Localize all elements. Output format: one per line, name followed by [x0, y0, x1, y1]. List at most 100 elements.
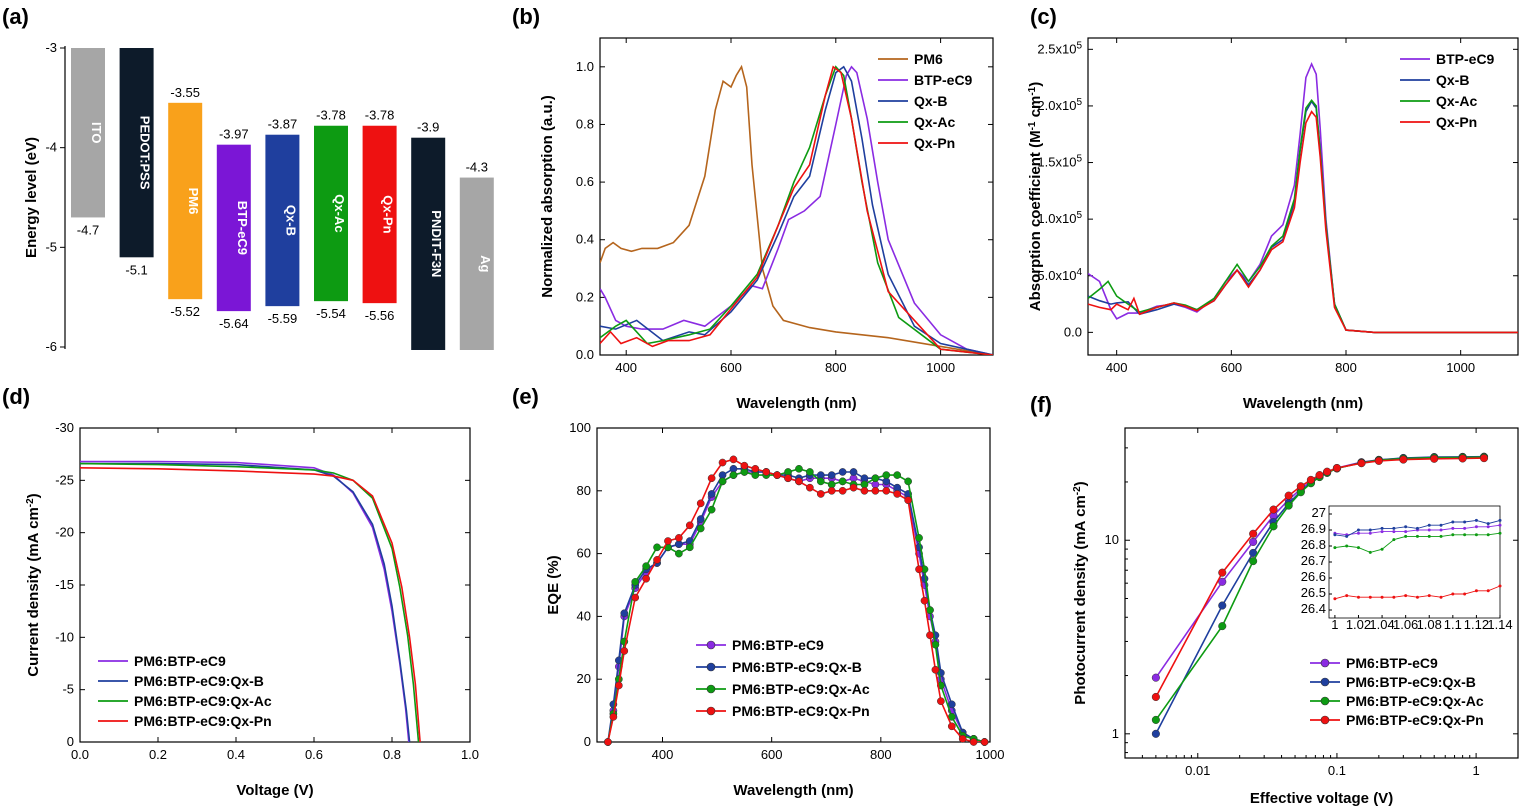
legend-label: Qx-Ac — [914, 114, 955, 130]
series-point — [664, 537, 672, 545]
x-axis-label: Wavelength (nm) — [733, 782, 853, 799]
x-tick-label: 600 — [1220, 360, 1242, 375]
x-axis-label: Voltage (V) — [236, 782, 313, 799]
y-axis-label-part: ) — [1027, 82, 1044, 87]
series-point — [696, 515, 705, 523]
series-point — [980, 738, 989, 746]
y-axis-label-part: -1 — [1027, 121, 1038, 130]
plot-frame — [596, 427, 991, 743]
inset-y-tick-label: 26.5 — [1301, 585, 1326, 600]
legend-marker — [1320, 715, 1330, 725]
inset-point — [1404, 525, 1408, 529]
energy-bottom-label: -5.64 — [219, 316, 249, 331]
x-tick-label: 1000 — [1446, 360, 1475, 375]
legend-label: BTP-eC9 — [1436, 51, 1495, 67]
inset-point — [1345, 594, 1349, 598]
x-tick-label: 0.01 — [1185, 763, 1210, 778]
y-axis-label-part: -2 — [1072, 486, 1083, 495]
y-tick-label: 1 — [1112, 726, 1119, 741]
energy-bar-label: PM6 — [186, 188, 201, 215]
series-line — [1088, 110, 1518, 334]
inset-point — [1486, 589, 1490, 593]
legend-label: PM6:BTP-eC9 — [1346, 655, 1438, 671]
series-point — [620, 609, 629, 618]
legend-label: PM6:BTP-eC9:Qx-Ac — [1346, 693, 1484, 709]
y-tick-label: 2.0x105 — [1037, 96, 1082, 113]
inset-point — [1356, 595, 1360, 599]
panel-label: (d) — [2, 384, 30, 409]
y-tick-label: 0.8 — [576, 116, 594, 131]
y-tick-label: 2.5x105 — [1037, 40, 1082, 57]
y-axis-label-part: ) — [25, 493, 42, 498]
energy-bottom-label: -5.59 — [268, 311, 298, 326]
energy-top-label: -3.78 — [316, 108, 346, 123]
legend-label: PM6:BTP-eC9:Qx-B — [732, 659, 862, 675]
series-point — [1332, 463, 1341, 473]
y-tick-label: 0.6 — [576, 174, 594, 189]
inset-point — [1345, 534, 1349, 538]
series-point — [871, 486, 880, 495]
panel-a: (a) -3 -4 -5 -6 Energy level (eV) ITO -4.7 PEDOT… — [2, 4, 494, 354]
x-tick-label: 1 — [1472, 763, 1479, 778]
series-point — [675, 534, 683, 542]
inset-point — [1368, 531, 1372, 535]
inset-y-tick-label: 26.6 — [1301, 569, 1326, 584]
y-axis-label-part: -1 — [1027, 86, 1038, 95]
series-point — [751, 464, 760, 473]
series-point — [1296, 482, 1305, 491]
series-point — [893, 490, 902, 498]
legend-marker — [706, 662, 716, 672]
x-tick-label: 600 — [761, 747, 783, 762]
energy-top-label: -3.9 — [417, 120, 439, 135]
series-point — [958, 735, 967, 743]
y-tick-label: 1.5x105 — [1037, 153, 1082, 170]
series-point — [806, 468, 814, 476]
y-tick-label: -20 — [55, 525, 74, 540]
panel-f: (f) 0.01 0.1 1 1 10 Effective voltage (V) Photo… — [1030, 392, 1519, 807]
y-axis-label-part: ) — [1072, 481, 1089, 486]
inset-point — [1345, 544, 1349, 548]
y-tick-label: 1.0 — [576, 59, 594, 74]
inset-point — [1415, 595, 1419, 599]
legend-label: PM6:BTP-eC9:Qx-Pn — [134, 713, 272, 729]
energy-bar-label: PNDIT-F3N — [429, 210, 444, 277]
series-point — [969, 738, 978, 746]
plot-frame — [1087, 37, 1519, 356]
legend-label: PM6:BTP-eC9:Qx-Ac — [732, 681, 870, 697]
y-tick-label-part: 1.5x10 — [1037, 155, 1076, 170]
series-point — [816, 490, 825, 498]
energy-bottom-label: -4.7 — [77, 222, 99, 237]
y-tick-label: 0.2 — [576, 289, 594, 304]
panel-b: (b) 400 600 800 1000 0.0 0.2 0.4 0.6 0.8 1.0 Wavele… — [512, 4, 994, 412]
series-point — [827, 486, 836, 495]
inset-point — [1474, 589, 1478, 593]
legend-label: Qx-B — [914, 93, 947, 109]
series-point — [1284, 501, 1293, 510]
y-tick-label: -30 — [55, 420, 74, 435]
inset-frame — [1328, 505, 1501, 619]
inset-point — [1463, 533, 1467, 537]
legend-label: PM6:BTP-eC9 — [732, 637, 824, 653]
series-point — [882, 471, 891, 479]
y-axis-label: Current density (mA cm-2) — [25, 493, 43, 676]
series-point — [849, 483, 858, 492]
series-point — [838, 486, 847, 495]
y-axis-label-part: Current density (mA cm — [25, 507, 42, 676]
x-tick-label: 800 — [870, 747, 892, 762]
energy-bar-label: Ag — [478, 255, 493, 272]
legend-label: PM6:BTP-eC9:Qx-Pn — [1346, 712, 1484, 728]
series-line — [80, 462, 411, 742]
inset-x-tick-label: 1.04 — [1369, 617, 1394, 632]
series-point — [642, 574, 650, 583]
x-tick-label: 400 — [1106, 360, 1128, 375]
inset-x-tick-label: 1.06 — [1393, 617, 1418, 632]
y-tick-label-part: 1.0x10 — [1037, 211, 1076, 226]
y-tick-label-part: 2.5x10 — [1037, 41, 1076, 56]
legend-label: Qx-B — [1436, 72, 1469, 88]
inset-y-tick-label: 26.7 — [1301, 553, 1326, 568]
legend-label: PM6:BTP-eC9:Qx-Ac — [134, 693, 272, 709]
panel-c: (c)400 600 800 10000.05.0x1041.0x1051.5x105… — [1027, 4, 1519, 412]
energy-bar — [216, 144, 251, 312]
plot-frame — [599, 37, 994, 356]
